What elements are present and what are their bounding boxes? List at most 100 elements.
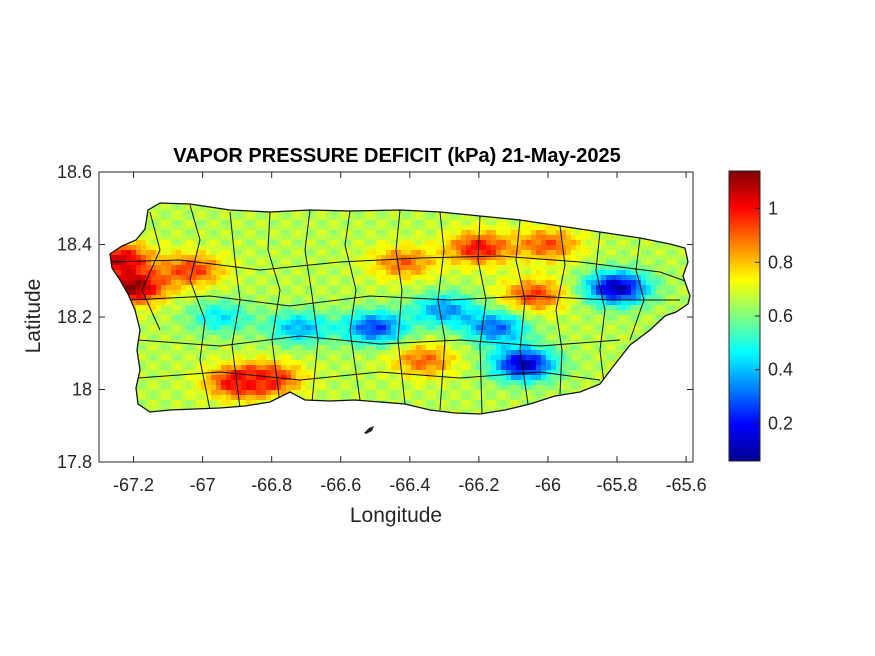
raster-cell: [476, 380, 482, 386]
raster-cell: [656, 245, 662, 251]
raster-cell: [576, 325, 582, 331]
raster-cell: [226, 305, 232, 311]
raster-cell: [181, 255, 187, 261]
raster-cell: [576, 375, 582, 381]
raster-cell: [421, 295, 427, 301]
raster-cell: [446, 385, 452, 391]
raster-cell: [386, 235, 392, 241]
raster-cell: [451, 340, 457, 346]
raster-cell: [221, 255, 227, 261]
raster-cell: [606, 275, 612, 281]
raster-cell: [521, 235, 527, 241]
raster-cell: [151, 355, 157, 361]
raster-cell: [556, 350, 562, 356]
raster-cell: [171, 360, 177, 366]
raster-cell: [251, 320, 257, 326]
raster-cell: [481, 375, 487, 381]
raster-cell: [246, 250, 252, 256]
raster-cell: [251, 230, 257, 236]
raster-cell: [551, 350, 557, 356]
raster-cell: [556, 265, 562, 271]
raster-cell: [346, 320, 352, 326]
raster-cell: [546, 355, 552, 361]
raster-cell: [346, 325, 352, 331]
raster-cell: [196, 365, 202, 371]
raster-cell: [191, 395, 197, 401]
raster-cell: [586, 230, 592, 236]
raster-cell: [566, 360, 572, 366]
raster-cell: [546, 340, 552, 346]
raster-cell: [416, 305, 422, 311]
raster-cell: [321, 340, 327, 346]
raster-cell: [361, 320, 367, 326]
raster-cell: [181, 240, 187, 246]
raster-cell: [521, 230, 527, 236]
raster-cell: [521, 365, 527, 371]
raster-cell: [446, 325, 452, 331]
raster-cell: [211, 250, 217, 256]
raster-cell: [491, 365, 497, 371]
raster-cell: [561, 360, 567, 366]
raster-cell: [381, 285, 387, 291]
raster-cell: [381, 280, 387, 286]
raster-cell: [226, 380, 232, 386]
raster-cell: [411, 380, 417, 386]
raster-cell: [436, 405, 442, 411]
raster-cell: [501, 260, 507, 266]
raster-cell: [286, 345, 292, 351]
raster-cell: [201, 395, 207, 401]
raster-cell: [601, 355, 607, 361]
raster-cell: [591, 330, 597, 336]
raster-cell: [481, 215, 487, 221]
raster-cell: [526, 390, 532, 396]
raster-cell: [181, 315, 187, 321]
raster-cell: [486, 280, 492, 286]
raster-cell: [406, 360, 412, 366]
raster-cell: [236, 225, 242, 231]
raster-cell: [526, 240, 532, 246]
raster-cell: [281, 240, 287, 246]
raster-cell: [591, 345, 597, 351]
raster-cell: [571, 275, 577, 281]
raster-cell: [476, 215, 482, 221]
raster-cell: [651, 290, 657, 296]
raster-cell: [456, 355, 462, 361]
raster-cell: [141, 340, 147, 346]
raster-cell: [451, 320, 457, 326]
raster-cell: [311, 310, 317, 316]
raster-cell: [231, 295, 237, 301]
raster-cell: [491, 265, 497, 271]
raster-cell: [266, 340, 272, 346]
raster-cell: [561, 315, 567, 321]
raster-cell: [621, 335, 627, 341]
raster-cell: [141, 245, 147, 251]
raster-cell: [136, 395, 142, 401]
raster-cell: [266, 375, 272, 381]
raster-cell: [271, 390, 277, 396]
raster-cell: [206, 255, 212, 261]
raster-cell: [476, 325, 482, 331]
raster-cell: [536, 290, 542, 296]
raster-cell: [396, 270, 402, 276]
raster-cell: [366, 315, 372, 321]
raster-cell: [511, 350, 517, 356]
raster-cell: [351, 220, 357, 226]
raster-cell: [636, 240, 642, 246]
raster-cell: [486, 330, 492, 336]
raster-cell: [636, 310, 642, 316]
raster-cell: [361, 275, 367, 281]
raster-cell: [411, 370, 417, 376]
raster-cell: [471, 375, 477, 381]
raster-cell: [256, 235, 262, 241]
raster-cell: [366, 335, 372, 341]
raster-cell: [586, 355, 592, 361]
raster-cell: [376, 340, 382, 346]
raster-cell: [456, 270, 462, 276]
raster-cell: [566, 345, 572, 351]
raster-cell: [326, 250, 332, 256]
raster-cell: [436, 270, 442, 276]
raster-cell: [156, 380, 162, 386]
raster-cell: [151, 230, 157, 236]
raster-cell: [166, 215, 172, 221]
raster-cell: [231, 215, 237, 221]
